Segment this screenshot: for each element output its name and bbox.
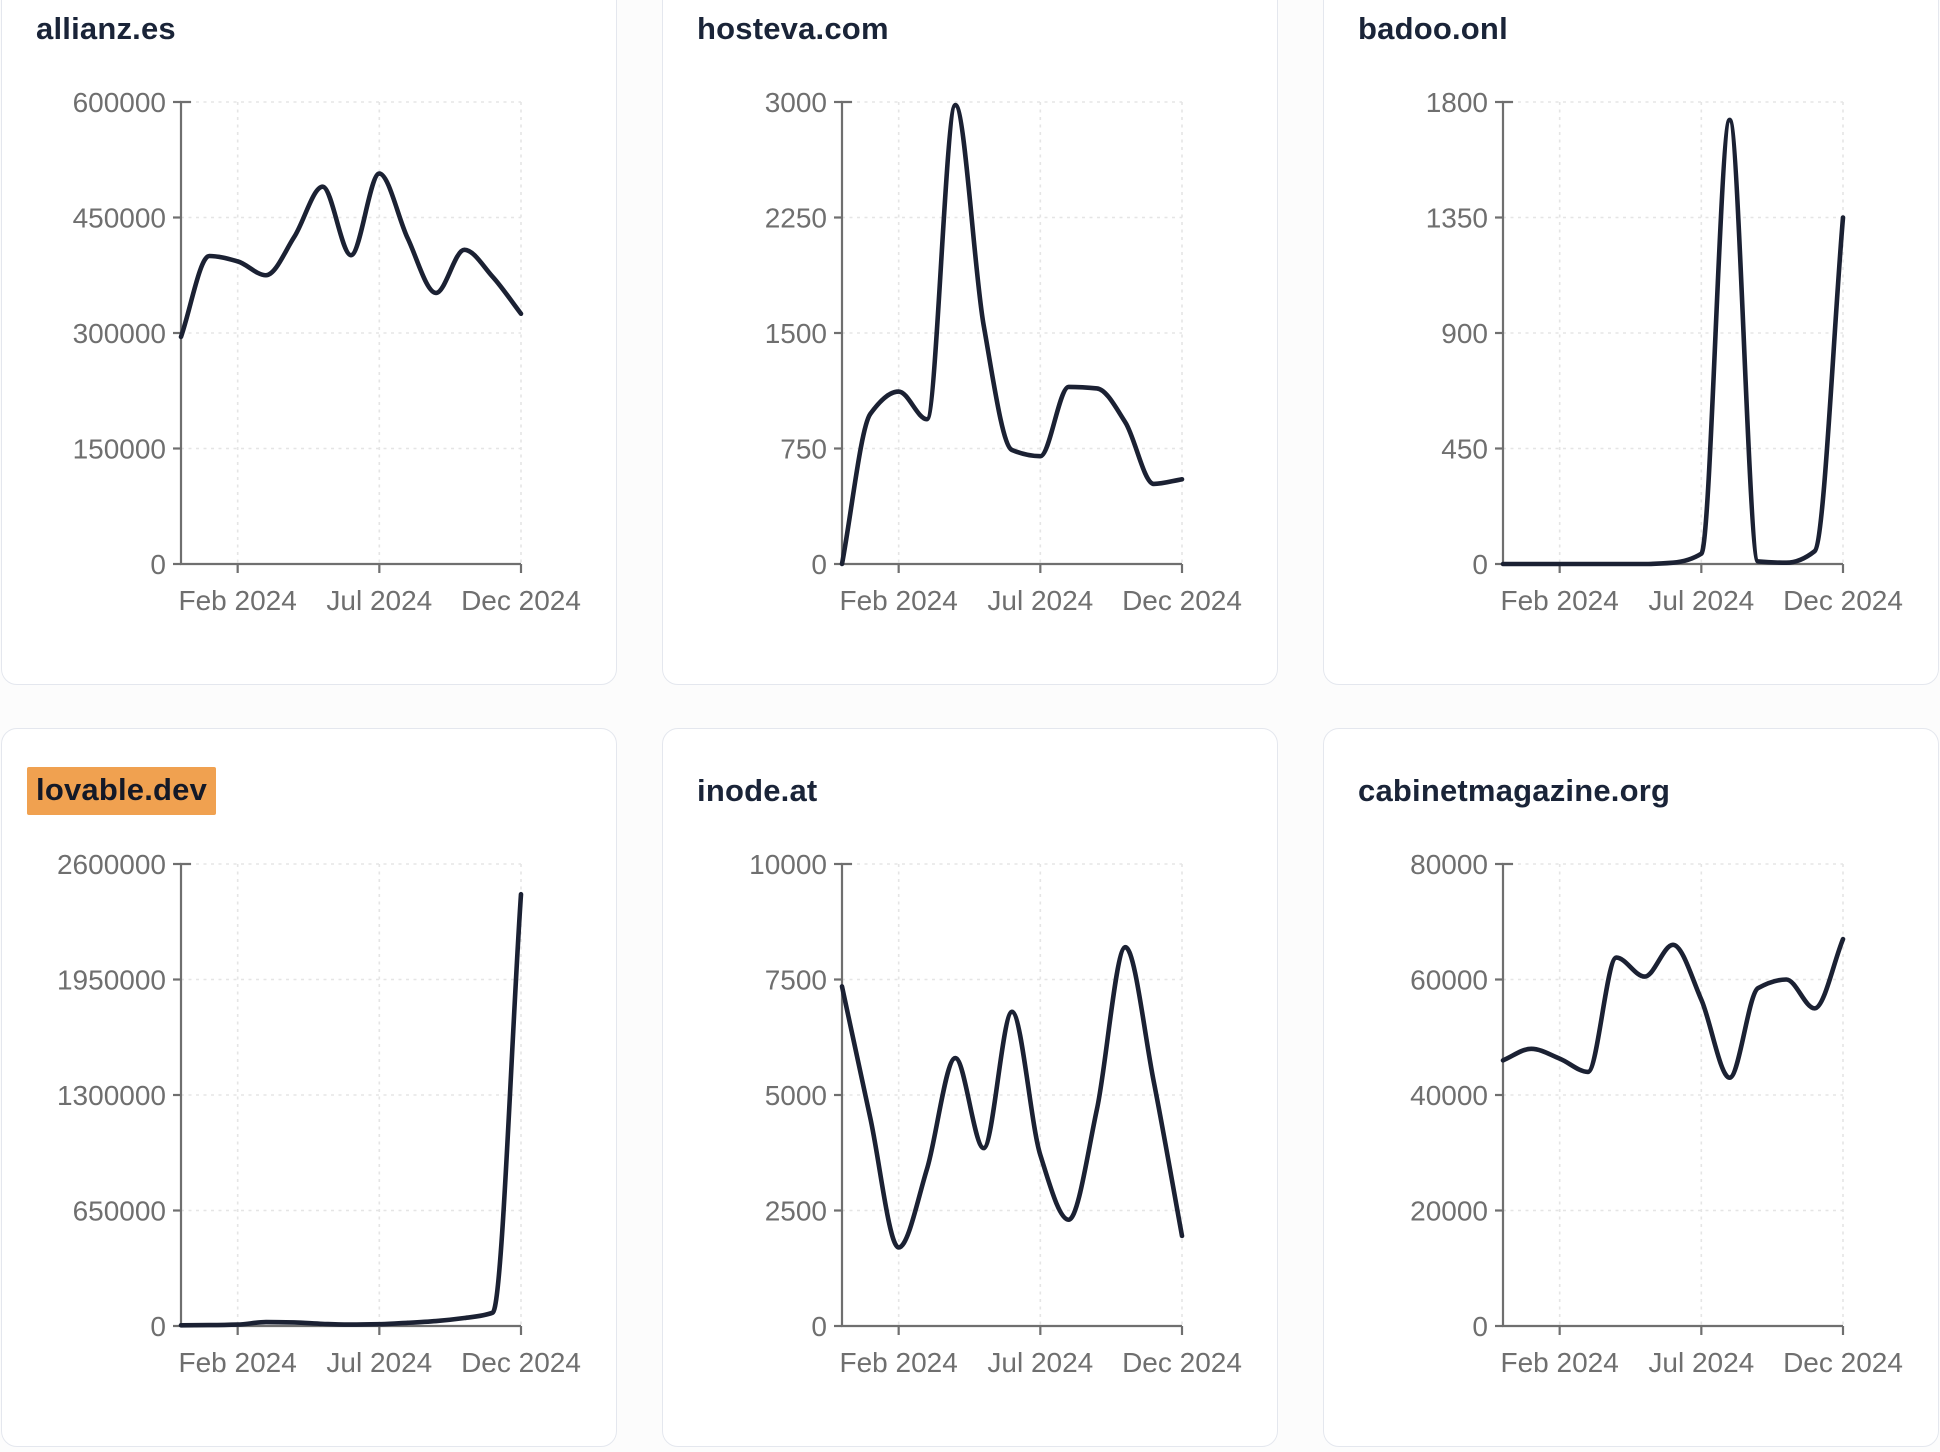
svg-text:Jul 2024: Jul 2024	[987, 585, 1093, 616]
domain-title: hosteva.com	[697, 11, 889, 46]
svg-text:1300000: 1300000	[57, 1080, 166, 1111]
svg-text:Dec 2024: Dec 2024	[1783, 1347, 1903, 1378]
domain-title-highlighted: lovable.dev	[27, 767, 217, 815]
svg-text:Feb 2024: Feb 2024	[179, 1347, 297, 1378]
svg-text:Dec 2024: Dec 2024	[1122, 585, 1242, 616]
chart-card: inode.at 0 2500 5000 7500 10000 Feb 2024 Jul 2…	[662, 728, 1278, 1447]
svg-text:300000: 300000	[73, 318, 166, 349]
svg-text:0: 0	[811, 549, 827, 580]
svg-text:Feb 2024: Feb 2024	[179, 585, 297, 616]
svg-text:3000: 3000	[765, 87, 827, 118]
chart-card: badoo.onl 0 450 900 1350 1800 Feb 2024 Jul 202…	[1323, 0, 1939, 685]
domain-title: allianz.es	[36, 11, 176, 46]
svg-text:60000: 60000	[1410, 965, 1488, 996]
svg-text:10000: 10000	[749, 849, 827, 880]
svg-text:Jul 2024: Jul 2024	[1648, 585, 1754, 616]
svg-text:600000: 600000	[73, 87, 166, 118]
traffic-line-chart: 0 450 900 1350 1800 Feb 2024 Jul 2024 Dec 2024	[1426, 87, 1903, 616]
svg-text:2600000: 2600000	[57, 849, 166, 880]
svg-text:1800: 1800	[1426, 87, 1488, 118]
svg-text:Jul 2024: Jul 2024	[326, 585, 432, 616]
traffic-line-chart: 0 2500 5000 7500 10000 Feb 2024 Jul 2024 Dec 20…	[749, 849, 1242, 1378]
svg-text:Dec 2024: Dec 2024	[461, 585, 581, 616]
svg-text:0: 0	[1472, 549, 1488, 580]
svg-text:Feb 2024: Feb 2024	[1501, 585, 1619, 616]
svg-text:Feb 2024: Feb 2024	[840, 585, 958, 616]
svg-text:750: 750	[780, 434, 827, 465]
traffic-line-chart: 0 750 1500 2250 3000 Feb 2024 Jul 2024 Dec 2024	[765, 87, 1242, 616]
svg-text:1950000: 1950000	[57, 965, 166, 996]
svg-text:20000: 20000	[1410, 1196, 1488, 1227]
svg-text:80000: 80000	[1410, 849, 1488, 880]
svg-text:0: 0	[150, 549, 166, 580]
svg-text:650000: 650000	[73, 1196, 166, 1227]
domain-title: cabinetmagazine.org	[1358, 773, 1671, 808]
svg-text:Dec 2024: Dec 2024	[461, 1347, 581, 1378]
domain-title: badoo.onl	[1358, 11, 1508, 46]
svg-text:Feb 2024: Feb 2024	[840, 1347, 958, 1378]
svg-text:Jul 2024: Jul 2024	[987, 1347, 1093, 1378]
svg-text:40000: 40000	[1410, 1080, 1488, 1111]
svg-text:0: 0	[1472, 1311, 1488, 1342]
chart-card: cabinetmagazine.org 0 20000 40000 60000 8000…	[1323, 728, 1939, 1447]
svg-text:Jul 2024: Jul 2024	[326, 1347, 432, 1378]
svg-text:Dec 2024: Dec 2024	[1783, 585, 1903, 616]
svg-text:1500: 1500	[765, 318, 827, 349]
svg-text:5000: 5000	[765, 1080, 827, 1111]
svg-text:Dec 2024: Dec 2024	[1122, 1347, 1242, 1378]
svg-text:900: 900	[1441, 318, 1488, 349]
svg-text:Jul 2024: Jul 2024	[1648, 1347, 1754, 1378]
svg-text:0: 0	[150, 1311, 166, 1342]
svg-text:150000: 150000	[73, 434, 166, 465]
svg-text:2500: 2500	[765, 1196, 827, 1227]
traffic-line-chart: 0 650000 1300000 1950000 2600000 Feb 2024 Jul …	[57, 849, 581, 1378]
svg-text:450000: 450000	[73, 203, 166, 234]
svg-text:Feb 2024: Feb 2024	[1501, 1347, 1619, 1378]
domain-title: inode.at	[697, 773, 818, 808]
svg-text:0: 0	[811, 1311, 827, 1342]
chart-card: lovable.dev 0 650000 1300000 1950000 2600000…	[1, 728, 617, 1447]
svg-text:1350: 1350	[1426, 203, 1488, 234]
svg-text:7500: 7500	[765, 965, 827, 996]
traffic-line-chart: 0 20000 40000 60000 80000 Feb 2024 Jul 2024 Dec…	[1410, 849, 1903, 1378]
chart-card: allianz.es 0 150000 300000 450000 600000 Feb …	[1, 0, 617, 685]
traffic-line-chart: 0 150000 300000 450000 600000 Feb 2024 Jul 202…	[73, 87, 581, 616]
chart-card: hosteva.com 0 750 1500 2250 3000 Feb 2024 Jul …	[662, 0, 1278, 685]
svg-text:2250: 2250	[765, 203, 827, 234]
svg-text:450: 450	[1441, 434, 1488, 465]
